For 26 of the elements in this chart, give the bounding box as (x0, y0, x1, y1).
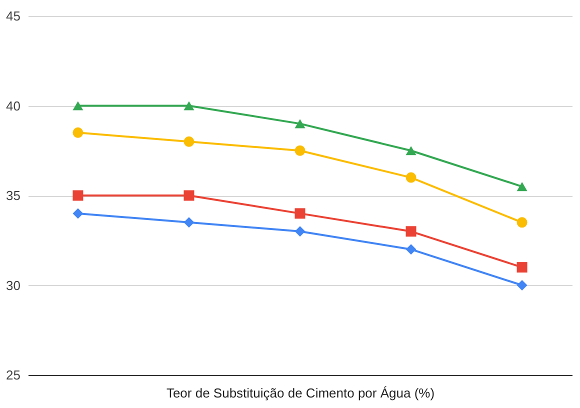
y-tick-label: 30 (6, 278, 20, 293)
point (184, 136, 194, 147)
point (72, 208, 84, 219)
point (294, 119, 306, 128)
y-tick-label: 45 (6, 8, 20, 24)
point (516, 280, 528, 290)
point (294, 208, 306, 219)
point (72, 190, 84, 201)
y-tick-label: 25 (6, 368, 20, 382)
point (72, 101, 84, 110)
point (184, 190, 194, 201)
point (72, 127, 84, 138)
point (516, 182, 528, 192)
y-tick-label: 40 (6, 98, 20, 114)
point (294, 145, 306, 156)
x-axis-title: Teor de Substituição de Cimento por Água (%) (166, 386, 435, 400)
point (406, 172, 416, 183)
point (406, 146, 416, 156)
y-tick-label: 35 (6, 188, 20, 203)
point (406, 226, 416, 237)
point (406, 244, 416, 255)
point (516, 262, 528, 273)
point (184, 217, 194, 228)
point (184, 101, 194, 110)
point (294, 226, 306, 237)
point (516, 217, 528, 228)
